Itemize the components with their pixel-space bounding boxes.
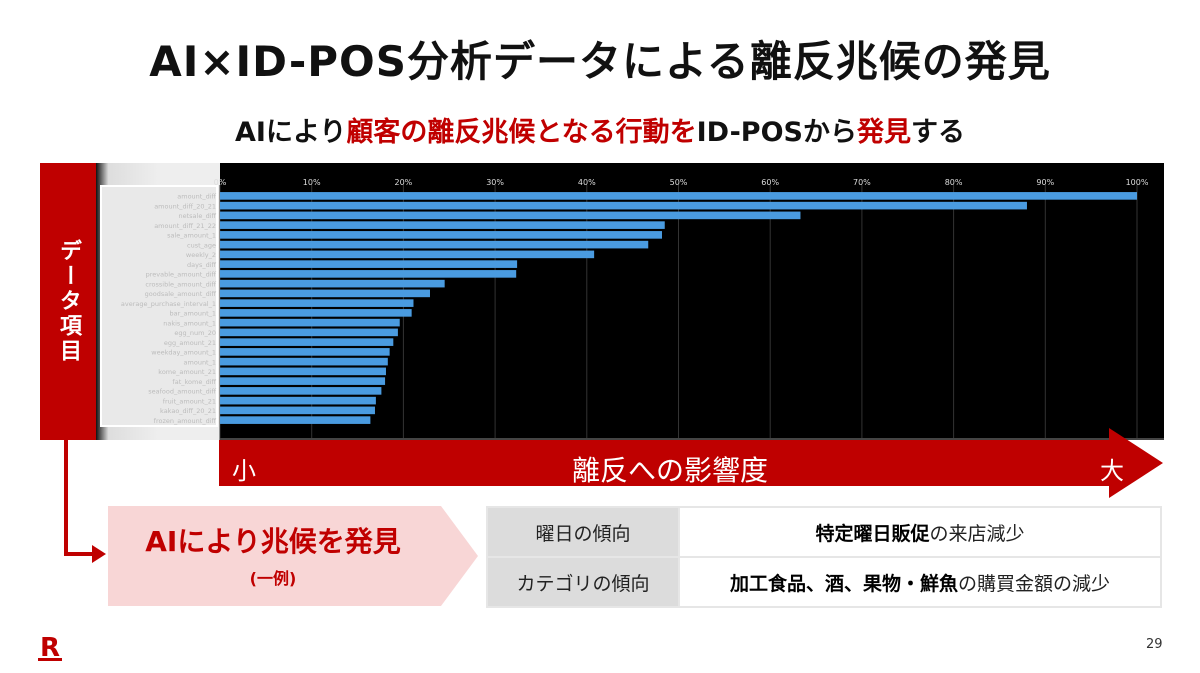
finding-title: AIにより兆候を発見 [145,525,401,558]
weekday-trend-rest: の来店減少 [929,522,1025,545]
logo-underline [38,658,62,661]
bar [220,270,517,278]
impact-arrow [219,428,1163,498]
bar [220,396,376,405]
slide-title: AI×ID-POS分析データによる離反兆候の発見 [149,37,1051,86]
bar [220,387,382,395]
bar [220,201,1027,210]
bar [220,231,662,239]
category-label: kome_amount_21 [158,368,216,376]
category-label: weekly_2 [186,251,216,259]
subtitle-highlight-2: 発見 [856,117,911,148]
bar [220,348,390,356]
category-label: frozen_amount_diff [154,417,217,425]
category-label: crossible_amount_diff [145,280,216,288]
category-label: netsale_diff [178,212,216,220]
bar [220,289,430,298]
bar [220,221,665,229]
data-items-tab: データ項目 [40,163,96,440]
bar [220,328,398,337]
category-label: amount_diff_20_21 [154,202,216,210]
connector-line-horizontal [64,552,94,556]
category-label: weekday_amount_1 [151,349,216,357]
feature-importance-chart: 0% 10% 20% 30% 40% 50% 60% 70% 80% 90% 100% amount_… [96,163,1164,440]
category-label-box [100,185,218,427]
bar [220,240,649,249]
rakuten-logo-icon: R [38,633,62,662]
impact-high-label: 大 [1100,457,1124,485]
logo-letter: R [40,633,60,662]
x-tick-label: 70% [853,178,871,187]
x-tick-label: 50% [670,178,688,187]
impact-arrow-label: 離反への影響度 [571,454,768,487]
category-trend-value: 加工食品、酒、果物・鮮魚の購買金額の減少 [678,556,1162,608]
category-label: days_diff [187,261,217,269]
x-tick-label: 90% [1036,178,1054,187]
subtitle-part-3: ID-POSから [696,117,857,148]
weekday-trend-key: 曜日の傾向 [486,506,680,558]
category-label: egg_amount_21 [164,339,216,347]
bar [220,367,386,376]
x-tick-label: 0% [214,178,227,187]
bar [220,211,801,220]
table-row: 曜日の傾向 特定曜日販促の来店減少 [486,506,1162,558]
bar [220,357,388,366]
category-trend-bold: 加工食品、酒、果物・鮮魚 [729,572,958,595]
subtitle-highlight-1: 顧客の離反兆候となる行動を [346,117,697,148]
x-tick-label: 100% [1126,178,1149,187]
category-label: seafood_amount_diff [148,388,216,396]
finding-subtitle: (一例) [249,569,297,588]
category-label: amount_diff_21_22 [154,222,216,230]
bar [220,250,595,259]
connector-line-vertical [64,440,68,556]
bar [220,192,1137,200]
category-trend-rest: の購買金額の減少 [958,572,1111,595]
subtitle-part-1: AIにより [235,117,347,148]
category-label: amount_diff [177,193,216,201]
bar [220,377,386,385]
x-tick-label: 20% [395,178,413,187]
bar [220,416,371,424]
bar [220,299,414,307]
slide-subtitle: AIにより顧客の離反兆候となる行動をID-POSから発見する [0,110,1200,149]
category-label: sale_amount_1 [167,232,216,240]
page-number: 29 [1146,637,1163,652]
category-label: bar_amount_1 [170,310,217,318]
category-label: prevable_amount_diff [146,271,217,279]
category-label: goodsale_amount_diff [145,290,217,298]
category-label: nakis_amount_1 [163,319,216,327]
connector-arrow-icon [92,545,106,563]
bar [220,309,412,317]
x-tick-label: 30% [486,178,504,187]
category-label: cust_age [187,241,216,249]
chart-svg: 0% 10% 20% 30% 40% 50% 60% 70% 80% 90% 100% amount_… [121,178,1164,440]
bar [220,260,518,268]
category-label: fruit_amount_21 [163,397,216,405]
weekday-trend-bold: 特定曜日販促 [815,522,930,545]
impact-low-label: 小 [232,457,256,485]
weekday-trend-value: 特定曜日販促の来店減少 [678,506,1162,558]
x-tick-label: 10% [303,178,321,187]
bar [220,318,400,327]
x-tick-label: 60% [761,178,779,187]
bar [220,406,375,415]
findings-table: 曜日の傾向 特定曜日販促の来店減少 カテゴリの傾向 加工食品、酒、果物・鮮魚の購… [486,506,1162,608]
category-label: fat_kome_diff [172,378,216,386]
subtitle-part-5: する [910,117,965,148]
bar [220,338,394,346]
table-row: カテゴリの傾向 加工食品、酒、果物・鮮魚の購買金額の減少 [486,556,1162,608]
category-trend-key: カテゴリの傾向 [486,556,680,608]
x-tick-label: 40% [578,178,596,187]
category-label: amount_1 [184,358,216,366]
category-label: kakao_diff_20_21 [160,407,216,415]
category-label: average_purchase_interval_1 [121,300,216,308]
data-items-label: データ項目 [56,239,81,364]
impact-arrow-shape [219,428,1163,498]
category-label: egg_num_20 [174,329,216,337]
x-tick-label: 80% [945,178,963,187]
bar [220,279,445,288]
finding-callout [108,506,478,606]
